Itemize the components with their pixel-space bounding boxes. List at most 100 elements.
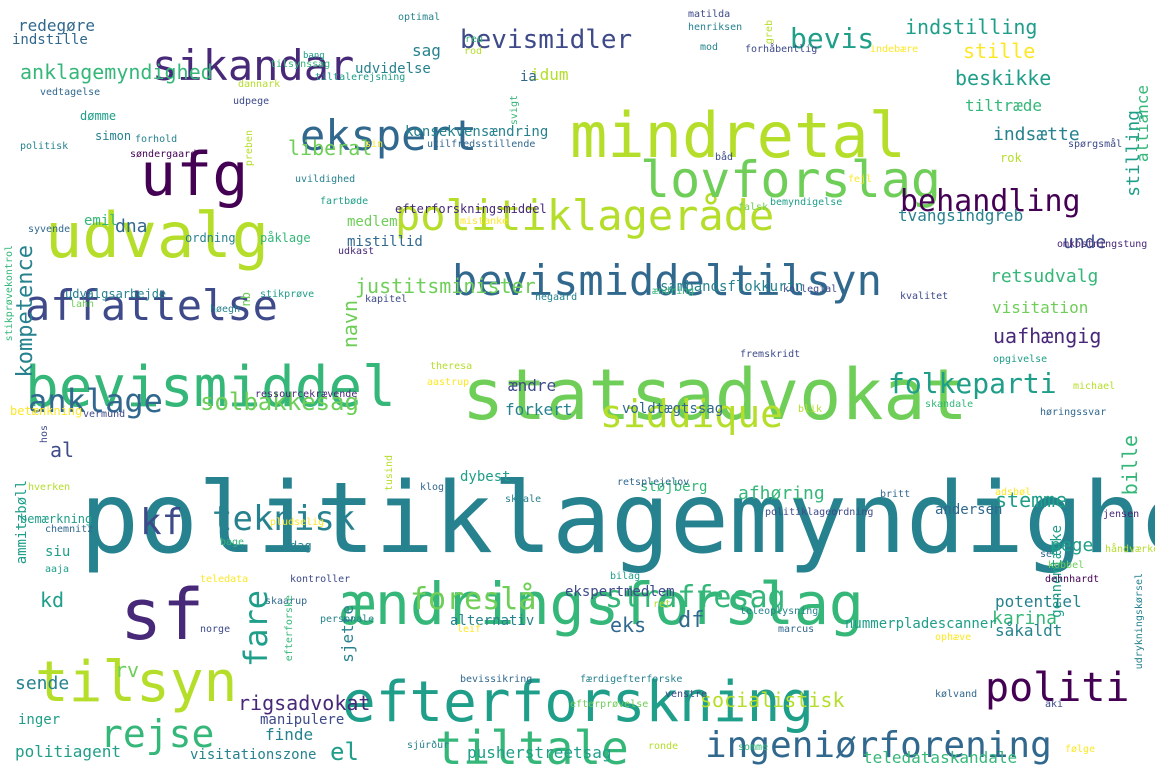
word: aastrup: [427, 377, 470, 388]
word: norge: [200, 624, 231, 635]
word: klog: [420, 482, 445, 493]
word: politiklageråde: [395, 191, 775, 240]
word: støjberg: [640, 479, 708, 495]
word: stikprøve: [260, 289, 315, 300]
word: karina: [992, 608, 1058, 629]
word: sende: [15, 673, 70, 694]
word: dehnhardt: [1045, 574, 1100, 585]
word: sag: [412, 41, 441, 60]
word: aki: [1045, 699, 1064, 710]
word: ophæve: [935, 632, 972, 643]
word: udrykningskørsel: [1134, 573, 1145, 670]
word: stikprøvekontrol: [4, 245, 15, 342]
word: spørgsmål: [1068, 139, 1123, 150]
word: utilfredsstillende: [427, 139, 536, 150]
word: somme: [738, 742, 769, 753]
word: politiklageordning: [765, 507, 874, 518]
word: liberal: [288, 136, 373, 160]
word: emil: [84, 213, 118, 229]
word: konsekvensændring: [405, 124, 549, 140]
word: kompetence: [13, 245, 38, 378]
word: henriksen: [688, 22, 743, 33]
word: reu: [465, 34, 484, 45]
word: indsætte: [993, 124, 1080, 145]
word: bevissikring: [460, 674, 533, 685]
word: stemme: [995, 488, 1068, 512]
word: pludselig: [270, 517, 325, 528]
word: syvende: [28, 224, 71, 235]
word: statsadvokat: [462, 354, 968, 436]
word: mistanke: [460, 216, 509, 227]
word: omkostningstung: [1057, 239, 1148, 250]
word: rok: [1000, 151, 1022, 165]
word: udvalgsarbejde: [65, 287, 167, 301]
word: pusherstreetsag: [467, 743, 612, 762]
word: bemærkning: [20, 512, 93, 526]
word: folkeparti: [888, 367, 1057, 400]
word: rigsadvokat: [238, 691, 371, 715]
word: navn: [338, 300, 362, 349]
word: venstre: [665, 689, 708, 700]
word: ændring: [652, 286, 695, 297]
word: tilsyn: [35, 650, 238, 715]
word: beskikke: [955, 66, 1052, 90]
word: politiklagemyndighed: [80, 462, 1155, 576]
word: chemnitz: [45, 524, 94, 535]
word: tiltalerejsning: [315, 72, 406, 83]
word: finde: [265, 725, 314, 744]
word: efterforskning: [342, 670, 815, 735]
word: høringssvar: [1040, 407, 1107, 418]
word: hegaard: [535, 292, 578, 303]
word: ia: [520, 69, 537, 85]
word: voldtægtssag: [622, 401, 724, 417]
word: nummerpladescanner: [845, 616, 997, 632]
word: afhøring: [738, 483, 825, 504]
word: redegøre: [18, 16, 96, 35]
word: medlem: [347, 214, 398, 230]
word: dybest: [460, 469, 511, 485]
word: michael: [1073, 381, 1116, 392]
word: alternativ: [450, 613, 535, 629]
word: dag: [290, 539, 312, 553]
word: kapitel: [365, 294, 408, 305]
word: bage: [220, 537, 245, 548]
word: el: [330, 738, 359, 766]
word: skaale: [505, 494, 542, 505]
word: df: [678, 608, 705, 633]
word: anklage: [28, 382, 163, 420]
word: siddique: [600, 392, 784, 436]
word: sikandar: [152, 41, 355, 90]
word: kølvand: [935, 689, 978, 700]
word: ressourcekrævende: [255, 389, 358, 400]
word: bang: [303, 51, 325, 61]
word: ronde: [648, 741, 679, 752]
word: kvalitet: [900, 291, 949, 302]
word: socialistisk: [700, 688, 845, 712]
word: retsplejelov: [617, 477, 690, 488]
word: teknisk: [212, 499, 356, 539]
word: indstilling: [905, 15, 1038, 39]
word: nb: [239, 292, 253, 307]
word: matilda: [688, 9, 731, 20]
word: teledataskandale: [863, 748, 1018, 767]
word: unde: [1063, 232, 1107, 253]
word: dannark: [238, 79, 281, 90]
word: uafhængig: [993, 324, 1102, 348]
word: bevismidler: [460, 25, 633, 55]
word: sjúrður: [407, 740, 450, 751]
word: kd: [40, 588, 65, 612]
word: uvildighed: [295, 174, 356, 185]
word: forkert: [505, 400, 573, 419]
word: sf: [120, 574, 205, 656]
word: theresa: [430, 361, 473, 372]
word: båd: [715, 152, 734, 163]
word: andersen: [935, 502, 1003, 518]
word: sin: [365, 139, 384, 150]
word: fremskridt: [740, 349, 801, 360]
word: dømme: [80, 109, 117, 123]
word: affattelse: [25, 281, 278, 330]
word: mod: [700, 42, 719, 53]
word: såkaldt: [995, 621, 1063, 640]
word: tilsynssag: [270, 59, 331, 70]
